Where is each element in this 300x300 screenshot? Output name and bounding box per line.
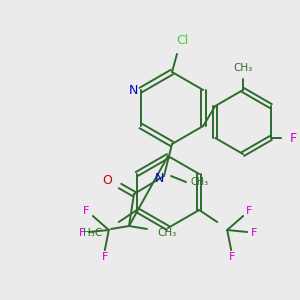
Text: CH₃: CH₃ — [191, 177, 209, 187]
Text: H₃C: H₃C — [83, 228, 103, 238]
Text: F: F — [290, 131, 297, 145]
Text: N: N — [154, 172, 164, 184]
Text: Cl: Cl — [176, 34, 188, 46]
Text: F: F — [229, 252, 236, 262]
Text: O: O — [102, 173, 112, 187]
Text: CH₃: CH₃ — [158, 228, 177, 238]
Text: F: F — [246, 206, 252, 216]
Text: N: N — [129, 83, 139, 97]
Text: F: F — [102, 252, 108, 262]
Text: CH₃: CH₃ — [233, 63, 253, 73]
Text: F: F — [79, 228, 85, 238]
Text: F: F — [82, 206, 89, 216]
Text: F: F — [251, 228, 257, 238]
